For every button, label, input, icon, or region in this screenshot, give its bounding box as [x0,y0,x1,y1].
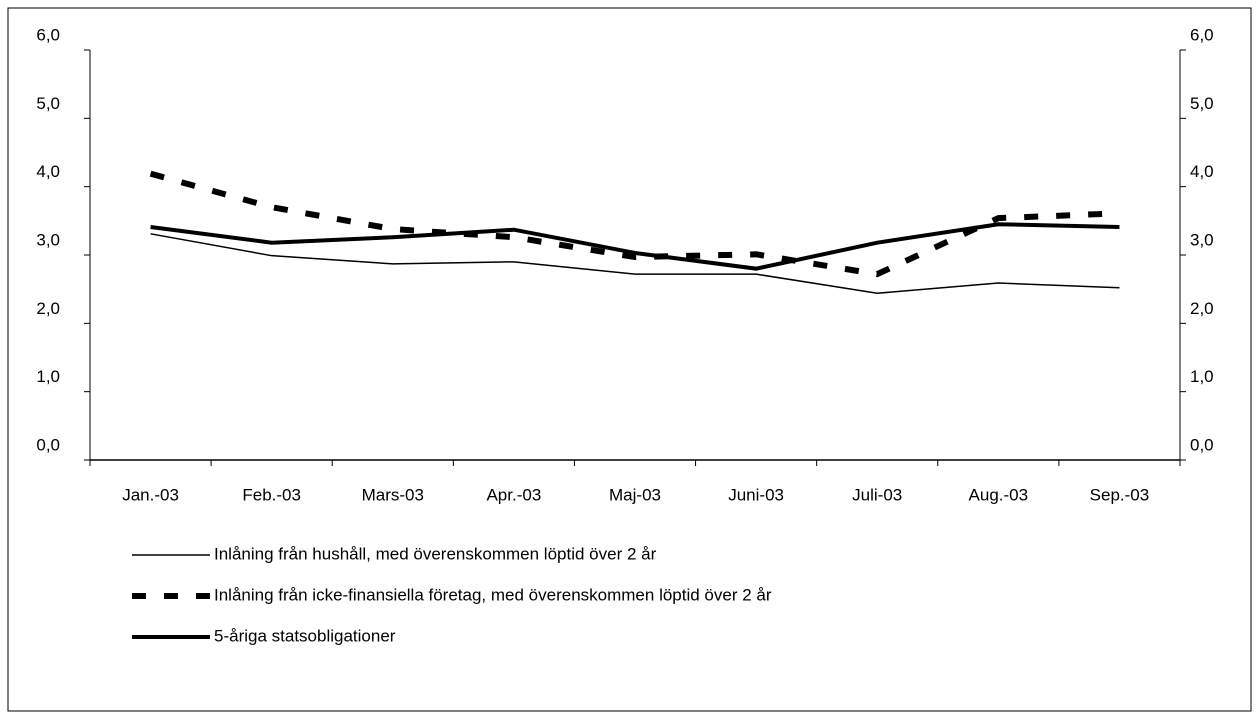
y-tick-label: 2,0 [36,299,60,318]
y2-tick-label: 2,0 [1190,299,1214,318]
legend-label: 5-åriga statsobligationer [214,626,396,645]
y-tick-label: 1,0 [36,367,60,386]
x-tick-label: Juni-03 [728,485,784,504]
series-line [150,222,1120,271]
y-tick-label: 6,0 [36,25,60,44]
y2-tick-label: 6,0 [1190,25,1214,44]
legend-label: Inlåning från hushåll, med överenskommen… [214,544,657,563]
series-line [149,170,1120,278]
y2-tick-label: 5,0 [1190,94,1214,113]
x-tick-label: Feb.-03 [242,485,301,504]
y2-tick-label: 1,0 [1190,367,1214,386]
x-tick-label: Aug.-03 [969,485,1029,504]
chart-frame [7,7,1252,712]
x-tick-label: Juli-03 [852,485,902,504]
y-tick-label: 0,0 [36,435,60,454]
legend-label: Inlåning från icke-finansiella företag, … [214,585,772,604]
y2-tick-label: 0,0 [1190,435,1214,454]
y2-tick-label: 3,0 [1190,230,1214,249]
x-tick-label: Sep.-03 [1090,485,1150,504]
x-tick-label: Jan.-03 [122,485,179,504]
y2-tick-label: 4,0 [1190,162,1214,181]
x-tick-label: Apr.-03 [486,485,541,504]
y-tick-label: 3,0 [36,230,60,249]
x-tick-label: Mars-03 [362,485,424,504]
x-tick-label: Maj-03 [609,485,661,504]
y-tick-label: 4,0 [36,162,60,181]
series-line [150,233,1120,295]
y-tick-label: 5,0 [36,94,60,113]
